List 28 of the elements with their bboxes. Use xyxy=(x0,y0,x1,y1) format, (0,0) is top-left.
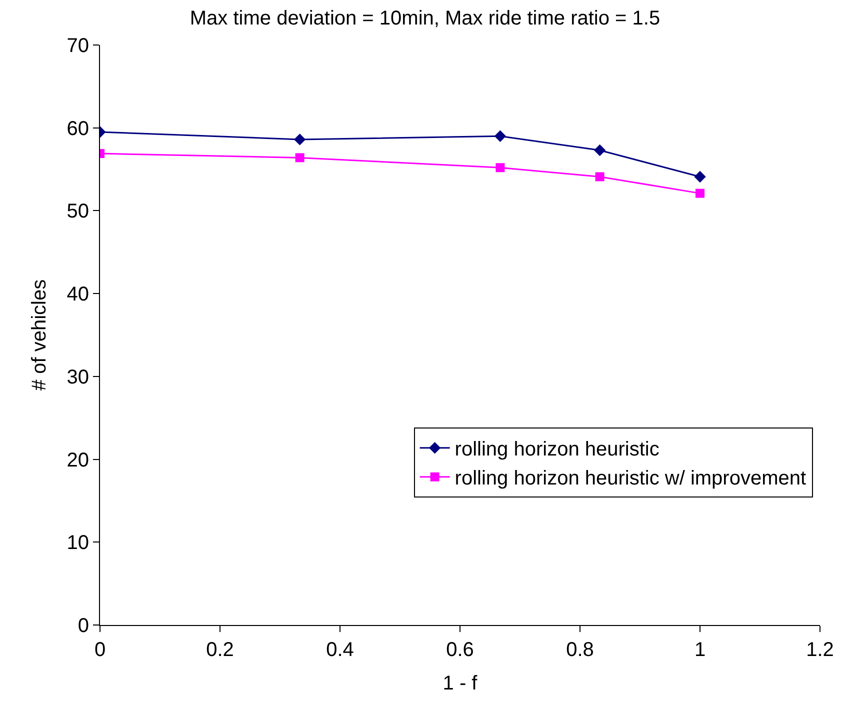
point xyxy=(696,188,704,198)
x-tick-label: 0.4 xyxy=(326,639,354,661)
legend-label: rolling horizon heuristic xyxy=(454,438,660,461)
point xyxy=(594,144,606,156)
y-tick-label: 50 xyxy=(66,200,89,223)
x-tick-label: 1.2 xyxy=(806,639,834,661)
x-tick-label: 0.6 xyxy=(446,639,474,661)
x-axis-title: 1 - f xyxy=(442,672,478,694)
x-tick-label: 0 xyxy=(94,639,106,661)
y-tick-label: 70 xyxy=(66,35,89,57)
x-tick-label: 1 xyxy=(694,639,706,661)
point xyxy=(295,153,304,162)
point xyxy=(694,170,706,183)
x-tick-label: 0.8 xyxy=(566,639,594,661)
point xyxy=(294,134,306,146)
y-tick-label: 30 xyxy=(66,366,89,388)
chart-title: Max time deviation = 10min, Max ride time ratio = 1.5 xyxy=(190,8,660,30)
point xyxy=(496,163,505,172)
x-tick-label: 0.2 xyxy=(206,639,234,661)
y-tick-label: 20 xyxy=(66,449,89,472)
legend-label: rolling horizon heuristic w/ improvement xyxy=(454,468,806,490)
y-tick-label: 10 xyxy=(66,532,89,554)
y-tick-label: 0 xyxy=(78,615,89,637)
y-axis-title: # of vehicles xyxy=(28,279,50,391)
point xyxy=(595,172,604,182)
y-tick-label: 40 xyxy=(66,284,89,306)
y-tick-label: 60 xyxy=(66,118,89,140)
point xyxy=(494,130,506,142)
